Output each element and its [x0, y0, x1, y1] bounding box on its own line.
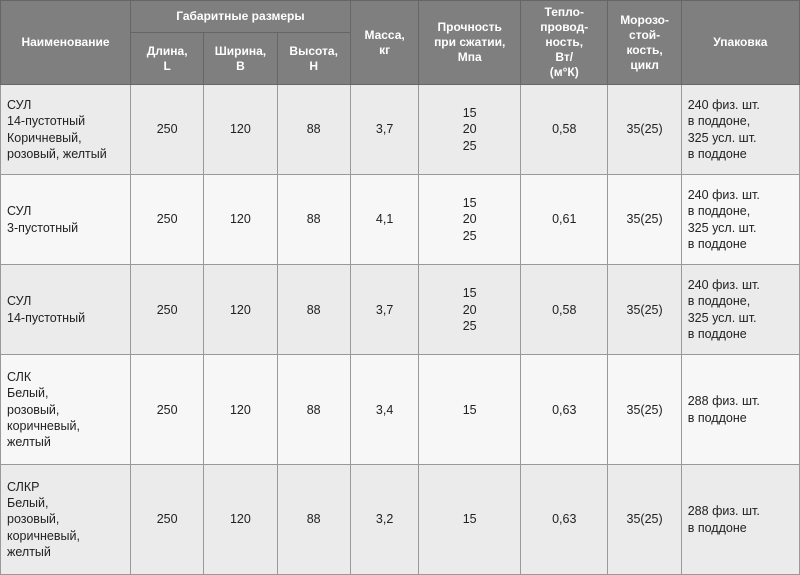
pack: 288 физ. шт.в поддоне: [681, 355, 799, 465]
name: СУЛ14-пустотныйКоричневый,розовый, желты…: [1, 85, 131, 175]
cell-strength: 152025: [419, 265, 521, 355]
col-header-height: Высота,H: [277, 33, 350, 85]
cell-mass: 3,7: [350, 85, 419, 175]
cell-thermal: 0,58: [521, 265, 608, 355]
cell-strength: 152025: [419, 175, 521, 265]
spec-table: Наименование Габаритные размеры Масса,кг…: [0, 0, 800, 575]
cell-width: 120: [204, 355, 277, 465]
table-container: Наименование Габаритные размеры Масса,кг…: [0, 0, 800, 554]
col-header-dims-group: Габаритные размеры: [131, 1, 351, 33]
name: СУЛ14-пустотный: [1, 265, 131, 355]
col-header-mass: Масса,кг: [350, 1, 419, 85]
cell-thermal: 0,61: [521, 175, 608, 265]
pack: 240 физ. шт.в поддоне,325 усл. шт.в подд…: [681, 265, 799, 355]
cell-mass: 3,4: [350, 355, 419, 465]
cell-width: 120: [204, 265, 277, 355]
cell-mass: 4,1: [350, 175, 419, 265]
table-row: СУЛ3-пустотный250120884,11520250,6135(25…: [1, 175, 800, 265]
table-row: СУЛ14-пустотный250120883,71520250,5835(2…: [1, 265, 800, 355]
cell-strength: 15: [419, 465, 521, 575]
cell-length: 250: [131, 355, 204, 465]
name: СУЛ3-пустотный: [1, 175, 131, 265]
cell-mass: 3,7: [350, 265, 419, 355]
cell-height: 88: [277, 85, 350, 175]
col-header-length: Длина,L: [131, 33, 204, 85]
cell-length: 250: [131, 465, 204, 575]
cell-thermal: 0,63: [521, 355, 608, 465]
table-row: СЛКБелый,розовый,коричневый,желтый250120…: [1, 355, 800, 465]
table-row: СЛКРБелый,розовый,коричневый,желтый25012…: [1, 465, 800, 575]
name: СЛКРБелый,розовый,коричневый,желтый: [1, 465, 131, 575]
cell-frost: 35(25): [608, 175, 681, 265]
col-header-frost: Морозо-стой-кость,цикл: [608, 1, 681, 85]
col-header-thermal: Тепло-провод-ность,Вт/(м°К): [521, 1, 608, 85]
cell-frost: 35(25): [608, 85, 681, 175]
cell-height: 88: [277, 265, 350, 355]
col-header-width: Ширина,B: [204, 33, 277, 85]
cell-thermal: 0,63: [521, 465, 608, 575]
cell-length: 250: [131, 85, 204, 175]
cell-thermal: 0,58: [521, 85, 608, 175]
cell-strength: 152025: [419, 85, 521, 175]
col-header-strength: Прочностьпри сжатии,Мпа: [419, 1, 521, 85]
name: СЛКБелый,розовый,коричневый,желтый: [1, 355, 131, 465]
cell-frost: 35(25): [608, 465, 681, 575]
cell-height: 88: [277, 355, 350, 465]
table-header: Наименование Габаритные размеры Масса,кг…: [1, 1, 800, 85]
cell-mass: 3,2: [350, 465, 419, 575]
cell-height: 88: [277, 175, 350, 265]
cell-frost: 35(25): [608, 265, 681, 355]
col-header-name: Наименование: [1, 1, 131, 85]
cell-width: 120: [204, 465, 277, 575]
cell-length: 250: [131, 265, 204, 355]
cell-length: 250: [131, 175, 204, 265]
table-row: СУЛ14-пустотныйКоричневый,розовый, желты…: [1, 85, 800, 175]
cell-width: 120: [204, 175, 277, 265]
pack: 240 физ. шт.в поддоне,325 усл. шт.в подд…: [681, 85, 799, 175]
col-header-pack: Упаковка: [681, 1, 799, 85]
cell-frost: 35(25): [608, 355, 681, 465]
cell-width: 120: [204, 85, 277, 175]
pack: 240 физ. шт.в поддоне,325 усл. шт.в подд…: [681, 175, 799, 265]
cell-height: 88: [277, 465, 350, 575]
cell-strength: 15: [419, 355, 521, 465]
table-body: СУЛ14-пустотныйКоричневый,розовый, желты…: [1, 85, 800, 575]
pack: 288 физ. шт.в поддоне: [681, 465, 799, 575]
